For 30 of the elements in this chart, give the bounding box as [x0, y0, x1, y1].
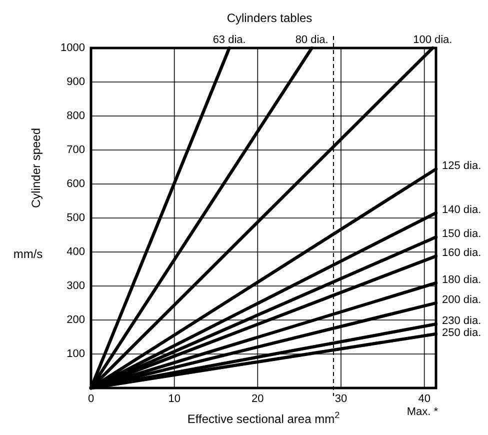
text: Cylinder speed mm/s — [13, 128, 43, 261]
series-label: 140 dia. — [442, 204, 482, 216]
y-tick-label: 200 — [66, 314, 85, 326]
x-tick-label: 30 — [334, 393, 348, 405]
x-axis-title: Effective sectional area mm$^{2}$ — [187, 410, 340, 426]
y-tick-label: 400 — [66, 246, 85, 258]
series-label: 180 dia. — [442, 274, 482, 286]
y-tick-label: 300 — [66, 280, 85, 292]
series-label: 150 dia. — [442, 228, 482, 240]
series-label: 160 dia. — [442, 246, 482, 259]
chart-title: Cylinders tables — [226, 11, 312, 25]
x-tick-label: 40 — [418, 393, 430, 405]
series-label: 230 dia. — [442, 314, 482, 327]
y-tick-label: 1000 — [60, 42, 85, 54]
series-label: 63 dia. — [212, 34, 246, 46]
series-label: 100 dia. — [413, 34, 452, 46]
y-tick-label: 900 — [66, 76, 85, 88]
y-tick-label: 700 — [66, 144, 85, 156]
series-label: 125 dia. — [442, 160, 482, 172]
y-tick-label: 600 — [66, 178, 85, 190]
series-label: 80 dia. — [295, 34, 328, 46]
y-tick-label: 500 — [66, 212, 85, 224]
y-tick-label: 100 — [66, 348, 85, 360]
text: Max. * — [406, 406, 439, 418]
x-tick-label: 0 — [88, 393, 94, 405]
series-label: 200 dia. — [442, 294, 482, 306]
x-tick-label: 10 — [168, 393, 180, 405]
x-tick-label: 20 — [252, 393, 264, 405]
series-label: 250 dia. — [442, 326, 482, 339]
y-tick-label: 800 — [66, 110, 85, 122]
